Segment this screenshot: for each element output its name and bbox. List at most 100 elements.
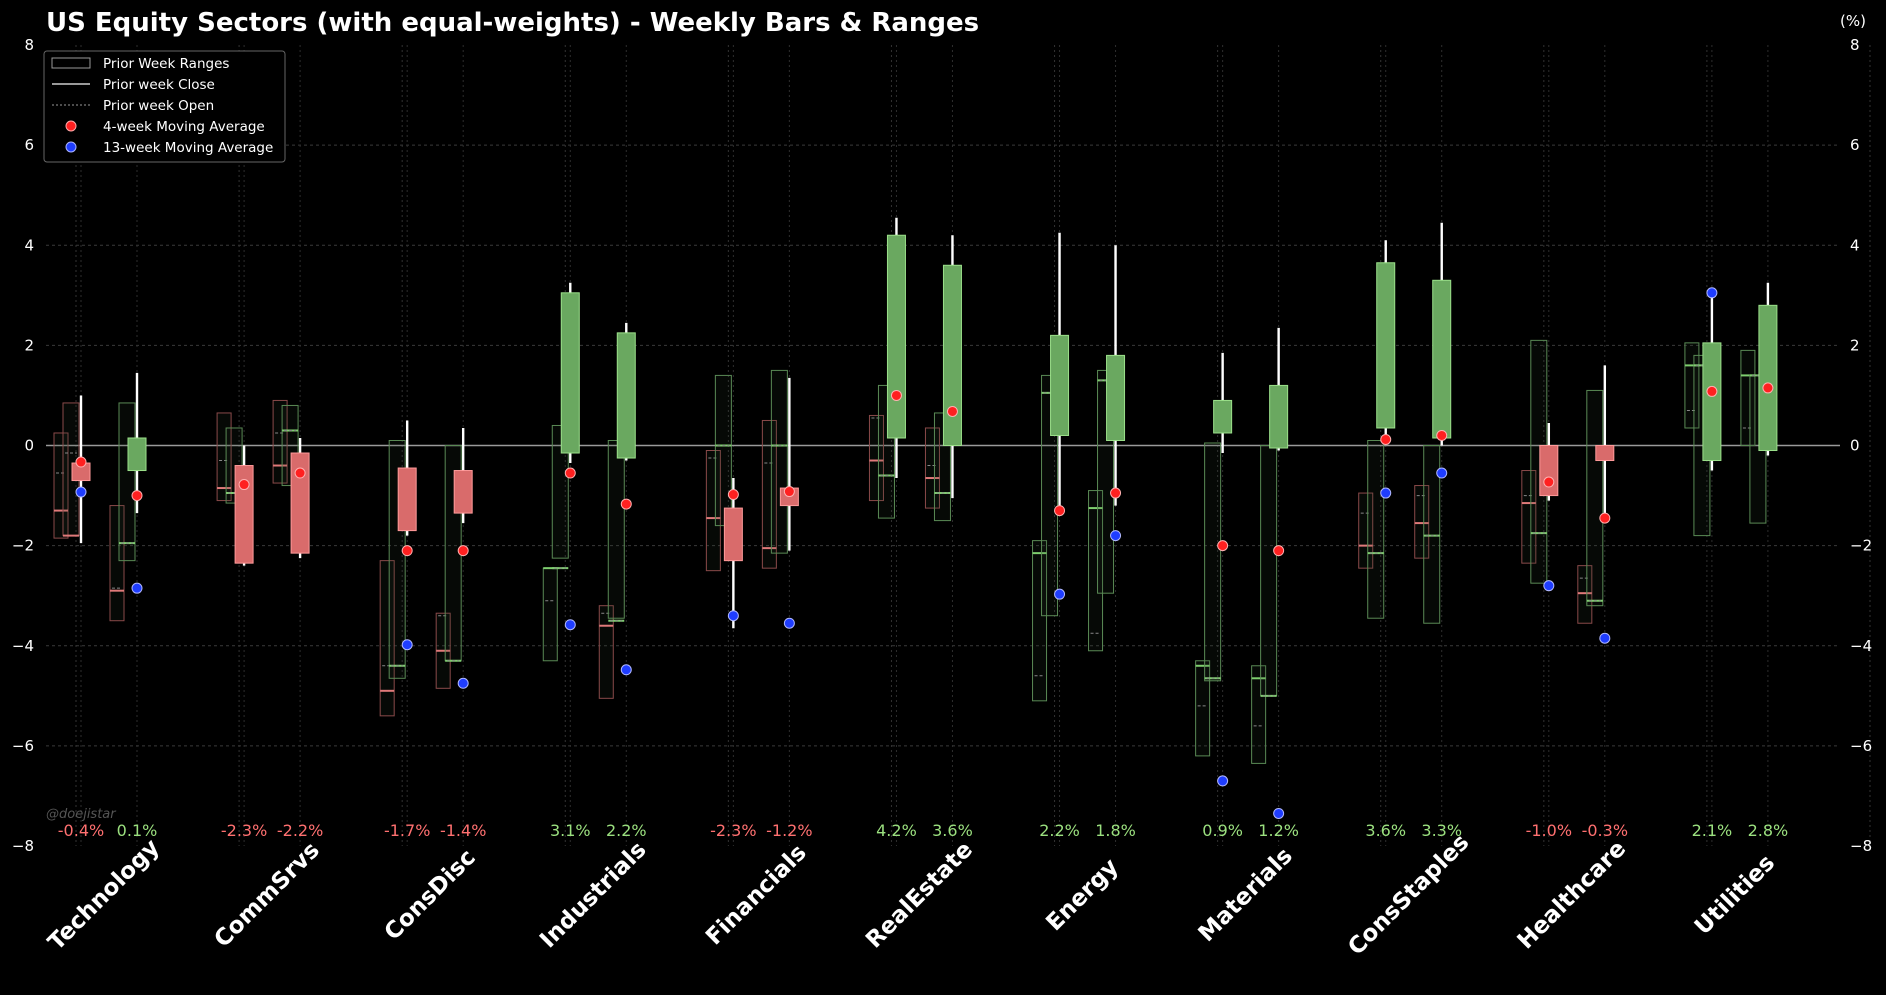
- prior-range-box: [1521, 470, 1537, 564]
- sector-label: Financials: [701, 840, 812, 951]
- bar-body: [453, 470, 473, 514]
- ma4-point: [727, 489, 739, 501]
- percent-label: -2.3%: [710, 821, 756, 840]
- bar-body: [1376, 262, 1396, 429]
- ma13-point: [1217, 775, 1229, 787]
- ma4-point: [1217, 540, 1229, 552]
- bar-body: [1050, 334, 1070, 436]
- ma13-point: [75, 486, 87, 498]
- y-tick-label-left: 0: [24, 437, 34, 455]
- ma13-point: [620, 664, 632, 676]
- ma4-point: [1436, 429, 1448, 441]
- sector-label: Industrials: [535, 837, 652, 954]
- percent-label: -2.2%: [277, 821, 323, 840]
- percent-label: -0.4%: [58, 821, 104, 840]
- sector-label: RealEstate: [861, 837, 978, 954]
- prior-week-range: [1204, 442, 1222, 682]
- legend-entry-ranges: Prior Week Ranges: [103, 56, 229, 72]
- prior-range-box: [1195, 660, 1211, 757]
- prior-range-box: [379, 560, 395, 717]
- prior-range-box: [1586, 389, 1604, 607]
- ma4-point: [457, 545, 469, 557]
- percent-label: 1.8%: [1095, 821, 1136, 840]
- y-tick-label-left: 6: [24, 136, 34, 154]
- legend-ma4-swatch: [65, 120, 77, 132]
- prior-range-box: [118, 402, 136, 562]
- prior-range-box: [1367, 439, 1385, 619]
- legend-range-swatch: [51, 57, 91, 69]
- chart-title: US Equity Sectors (with equal-weights) -…: [46, 8, 979, 38]
- legend-entry-open: Prior week Open: [103, 98, 214, 114]
- prior-range-box: [1204, 442, 1222, 682]
- legend-entry-ma13: 13-week Moving Average: [103, 140, 273, 156]
- ma4-point: [238, 479, 250, 491]
- ma13-point: [1054, 588, 1066, 600]
- prior-range-box: [607, 439, 625, 619]
- ma13-point: [1110, 530, 1122, 542]
- sector-label: Energy: [1041, 854, 1123, 936]
- y-tick-label-right: 0: [1850, 437, 1860, 455]
- prior-week-range: [379, 560, 395, 717]
- bar-body: [234, 465, 254, 564]
- y-tick-label-left: 4: [24, 236, 34, 254]
- percent-label: -1.2%: [766, 821, 812, 840]
- prior-range-box: [1260, 445, 1278, 697]
- percent-label: -0.3%: [1582, 821, 1628, 840]
- y-tick-label-right: −4: [1850, 637, 1872, 655]
- prior-week-range: [1586, 389, 1604, 607]
- prior-range-box: [272, 399, 288, 484]
- prior-week-range: [1367, 439, 1385, 619]
- prior-range-box: [1032, 540, 1048, 702]
- prior-week-range: [1530, 339, 1548, 584]
- bar-body: [127, 437, 147, 472]
- percent-label: 0.9%: [1202, 821, 1243, 840]
- percent-label: 0.1%: [117, 821, 158, 840]
- percent-label: 2.8%: [1748, 821, 1789, 840]
- watermark: @doejistar: [46, 807, 117, 822]
- percent-label: -1.4%: [440, 821, 486, 840]
- ma13-point: [1543, 580, 1555, 592]
- prior-week-range: [118, 402, 136, 562]
- bar-body: [560, 292, 580, 454]
- prior-week-range: [435, 612, 451, 689]
- prior-range-box: [216, 412, 232, 502]
- legend-ma13-swatch: [65, 141, 77, 153]
- ma13-point: [131, 582, 143, 594]
- prior-range-box: [1358, 492, 1374, 569]
- ma13-point: [401, 639, 413, 651]
- y-tick-label-left: 8: [24, 36, 34, 54]
- ma13-point: [1273, 807, 1285, 819]
- ma4-point: [1706, 385, 1718, 397]
- y-axis-left: −8 −6 −4 −2 0 2 4 6 8: [12, 36, 34, 855]
- ma4-point: [1762, 382, 1774, 394]
- y-tick-label-right: 8: [1850, 36, 1860, 54]
- y-tick-label-left: −4: [12, 637, 34, 655]
- prior-week-range: [1358, 492, 1374, 569]
- ma4-point: [75, 456, 87, 468]
- percent-label: -1.0%: [1526, 821, 1572, 840]
- sector-labels: Technology CommSrvs ConsDisc Industrials Fin…: [43, 829, 1780, 960]
- prior-week-range: [1414, 485, 1430, 559]
- prior-week-range: [272, 399, 288, 484]
- prior-range-box: [542, 567, 558, 662]
- percent-label: 3.1%: [550, 821, 591, 840]
- prior-week-range: [53, 432, 69, 539]
- prior-week-range: [714, 374, 732, 527]
- prior-range-box: [1088, 490, 1104, 652]
- prior-range-box: [1251, 665, 1267, 764]
- percent-label: 1.2%: [1258, 821, 1299, 840]
- prior-week-range: [705, 450, 721, 572]
- ma13-point: [727, 610, 739, 622]
- ma13-point: [1706, 287, 1718, 299]
- ma4-point: [401, 545, 413, 557]
- bar-body: [942, 264, 962, 446]
- prior-range-box: [868, 414, 884, 502]
- y-tick-label-right: 6: [1850, 136, 1860, 154]
- unit-label: (%): [1840, 12, 1866, 30]
- bar-body: [1702, 342, 1722, 462]
- ma4-point: [1380, 433, 1392, 445]
- ma13-point: [783, 617, 795, 629]
- ma4-point: [564, 467, 576, 479]
- prior-week-range: [216, 412, 232, 502]
